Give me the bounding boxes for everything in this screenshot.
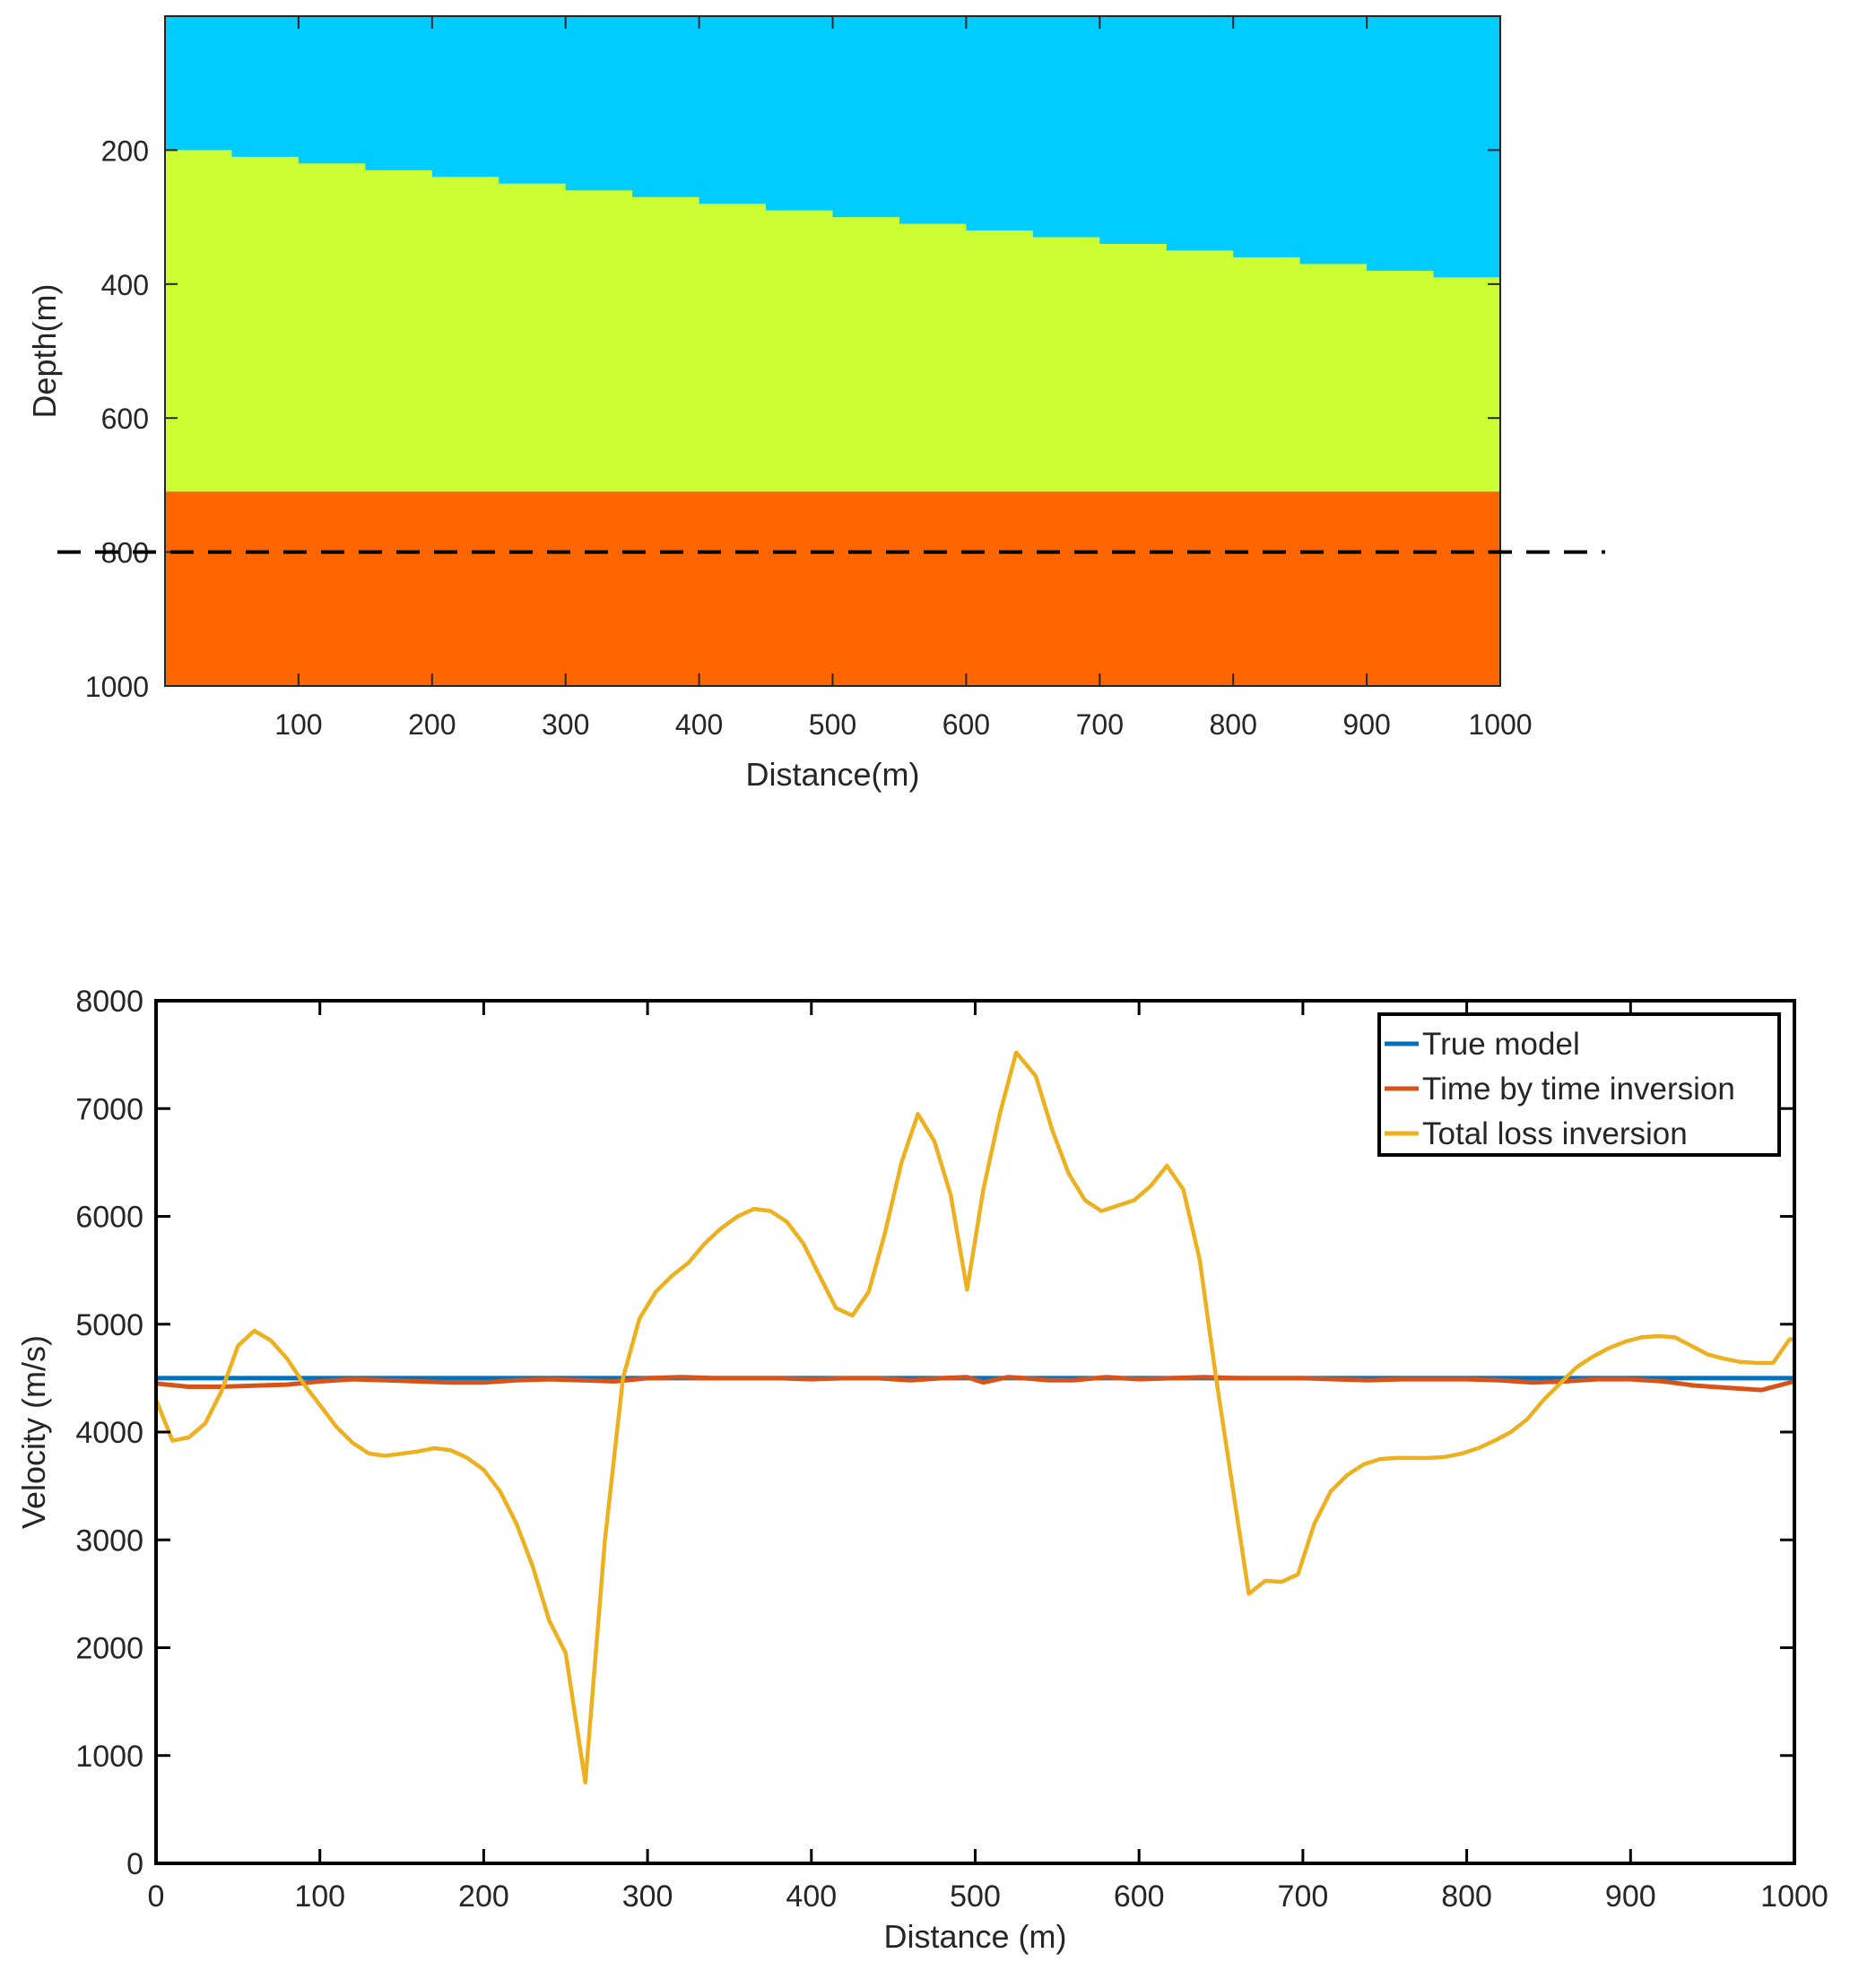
x-tick-label: 400 [675,708,723,741]
x-tick-label: 900 [1342,708,1390,741]
x-tick-label: 500 [809,708,856,741]
legend-label: True model [1422,1027,1580,1062]
y-tick-label: 3000 [75,1524,143,1558]
depth-model-chart: 100 200 300 400 500 600 700 800 900 1000 200 400 600… [26,15,1605,793]
middle-layer [165,150,1500,492]
y-tick-label: 2000 [75,1632,143,1666]
x-tick-label: 600 [1114,1879,1165,1914]
x-tick-label: 700 [1076,708,1124,741]
y-tick-label: 1000 [85,671,149,703]
x-tick-label: 200 [408,708,456,741]
y-tick-label: 200 [101,135,149,167]
legend: True model Time by time inversion Total lo… [1377,1012,1781,1157]
x-tick-label: 300 [542,708,589,741]
y-axis-title: Depth(m) [26,283,63,418]
y-tick-label: 6000 [75,1201,143,1235]
legend-box [1377,1012,1781,1157]
x-tick-label: 900 [1605,1879,1656,1914]
x-tick-label: 1000 [1760,1879,1828,1914]
y-tick-label: 7000 [75,1092,143,1126]
series-line-total-loss-inversion [153,1050,1794,1785]
x-tick-label: 600 [942,708,990,741]
x-tick-label: 100 [294,1879,345,1914]
x-tick-label: 400 [786,1879,837,1914]
y-axis-title: Velocity (m/s) [15,1335,52,1529]
y-tick-label: 600 [101,403,149,435]
y-tick-label: 5000 [75,1308,143,1342]
legend-label: Time by time inversion [1422,1072,1735,1107]
x-tick-label: 700 [1278,1879,1329,1914]
legend-label: Total loss inversion [1422,1116,1688,1151]
y-tick-label: 4000 [75,1416,143,1450]
x-tick-label: 500 [950,1879,1001,1914]
x-tick-label: 300 [622,1879,673,1914]
x-tick-label: 1000 [1468,708,1532,741]
series-line-time-by-time-inversion [155,1375,1795,1393]
x-tick-label: 200 [458,1879,509,1914]
x-tick-label: 800 [1210,708,1257,741]
y-tick-label: 8000 [75,985,143,1019]
x-tick-label: 800 [1441,1879,1492,1914]
x-axis-title: Distance (m) [883,1918,1066,1955]
x-axis-title: Distance(m) [745,756,919,793]
y-tick-label: 1000 [75,1740,143,1774]
x-tick-label: 0 [148,1879,165,1914]
lower-layer [165,491,1500,686]
x-tick-label: 100 [274,708,322,741]
y-tick-label: 400 [101,269,149,301]
velocity-profile-chart: 0 100 200 300 400 500 600 700 800 900 1000 0 1000 200… [15,985,1828,1955]
y-tick-label: 0 [126,1847,143,1881]
